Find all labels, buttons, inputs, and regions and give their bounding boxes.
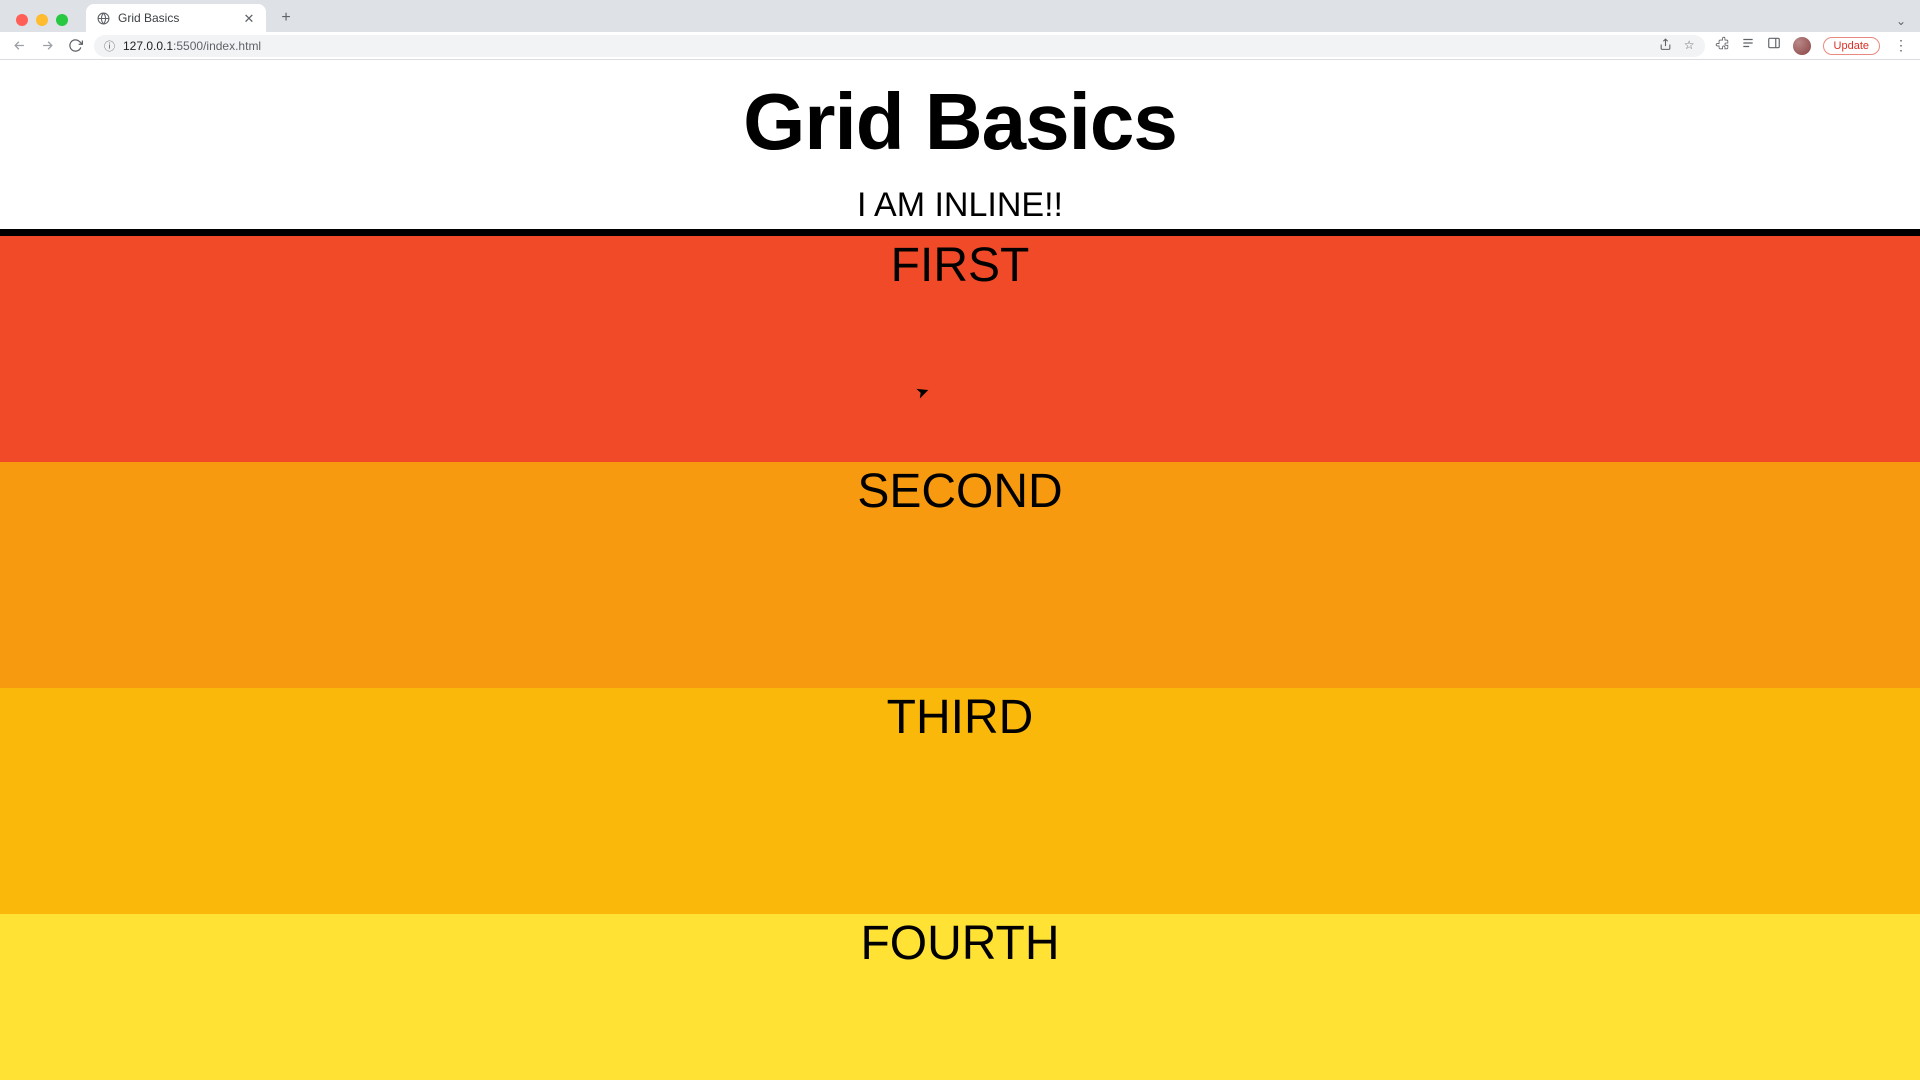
tab-strip: Grid Basics ✕ + ⌄	[0, 0, 1920, 32]
page-title: Grid Basics	[0, 60, 1920, 186]
inline-text: I AM INLINE!!	[0, 186, 1920, 229]
reading-list-icon[interactable]	[1741, 36, 1755, 55]
url-host: 127.0.0.1	[123, 39, 173, 53]
grid-row: FIRST	[0, 236, 1920, 462]
url-path: :5500/index.html	[173, 39, 261, 53]
address-bar[interactable]: ⓘ 127.0.0.1:5500/index.html ☆	[94, 35, 1705, 57]
browser-tab[interactable]: Grid Basics ✕	[86, 4, 266, 32]
bookmark-icon[interactable]: ☆	[1684, 38, 1695, 54]
site-info-icon[interactable]: ⓘ	[104, 38, 115, 54]
browser-chrome: Grid Basics ✕ + ⌄ ⓘ 127.0.0.1:5500/index…	[0, 0, 1920, 60]
horizontal-rule	[0, 229, 1920, 236]
chevron-down-icon[interactable]: ⌄	[1896, 14, 1906, 28]
profile-avatar[interactable]	[1793, 37, 1811, 55]
side-panel-icon[interactable]	[1767, 36, 1781, 55]
back-button[interactable]	[10, 37, 28, 55]
page-content: Grid Basics I AM INLINE!! FIRSTSECONDTHI…	[0, 60, 1920, 1080]
extensions-icon[interactable]	[1715, 36, 1729, 55]
close-tab-button[interactable]: ✕	[242, 11, 256, 25]
new-tab-button[interactable]: +	[274, 6, 298, 30]
menu-button[interactable]: ⋮	[1892, 37, 1910, 54]
url-text: 127.0.0.1:5500/index.html	[123, 39, 261, 53]
page-viewport: Grid Basics I AM INLINE!! FIRSTSECONDTHI…	[0, 60, 1920, 1080]
window-controls	[10, 14, 78, 32]
reload-button[interactable]	[66, 37, 84, 55]
forward-button[interactable]	[38, 37, 56, 55]
tab-title: Grid Basics	[118, 11, 179, 25]
browser-toolbar: ⓘ 127.0.0.1:5500/index.html ☆ Upda	[0, 32, 1920, 60]
share-icon[interactable]	[1659, 38, 1672, 54]
globe-icon	[96, 11, 110, 25]
window-zoom-button[interactable]	[56, 14, 68, 26]
window-minimize-button[interactable]	[36, 14, 48, 26]
window-close-button[interactable]	[16, 14, 28, 26]
grid-rows: FIRSTSECONDTHIRDFOURTH	[0, 236, 1920, 1080]
toolbar-actions: Update ⋮	[1715, 36, 1910, 55]
grid-row: SECOND	[0, 462, 1920, 688]
grid-row: THIRD	[0, 688, 1920, 914]
grid-row: FOURTH	[0, 914, 1920, 1080]
update-button[interactable]: Update	[1823, 37, 1880, 55]
